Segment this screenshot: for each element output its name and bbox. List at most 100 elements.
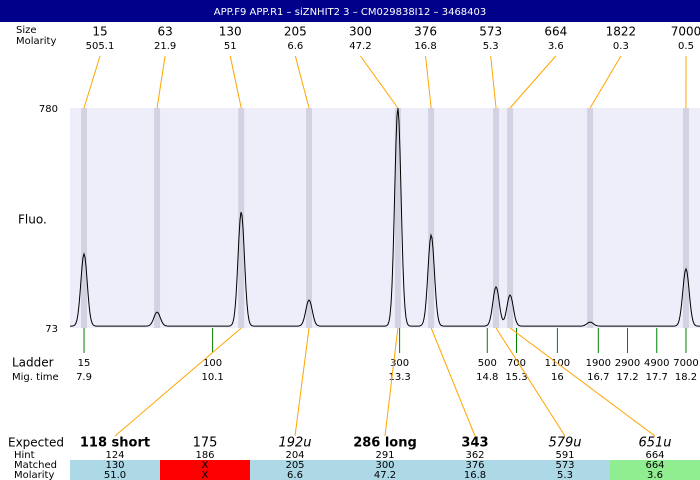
peak-connector <box>360 55 399 109</box>
hint: 204 <box>285 450 304 461</box>
expected: 175 <box>193 436 218 451</box>
ladder-time: 13.3 <box>388 372 410 383</box>
peak-molarity: 6.6 <box>287 41 303 52</box>
ladder-size: 700 <box>507 358 526 369</box>
peak-molarity: 47.2 <box>349 41 371 52</box>
y-tick-label: 780 <box>39 104 58 115</box>
matched-label: Matched <box>14 460 57 471</box>
ladder-time: 17.2 <box>616 372 638 383</box>
fluo-label: Fluo. <box>18 213 47 227</box>
match-connector <box>430 327 476 437</box>
peak-molarity: 0.5 <box>678 41 694 52</box>
peak-size: 63 <box>157 25 172 39</box>
time-label: Mig. time <box>12 372 59 383</box>
hint: 362 <box>465 450 484 461</box>
peak-connector <box>589 55 622 109</box>
peak-molarity: 16.8 <box>414 41 436 52</box>
match-connector <box>294 327 310 437</box>
peak-connector <box>83 55 101 109</box>
peak-band <box>587 108 594 328</box>
peak-molarity: 21.9 <box>154 41 176 52</box>
peak-band <box>306 108 313 328</box>
matched-cell <box>250 460 341 480</box>
molarity: 3.6 <box>647 470 663 480</box>
peak-size: 130 <box>219 25 242 39</box>
molarity: 16.8 <box>464 470 486 480</box>
peak-connector <box>509 55 557 109</box>
ladder-size: 2900 <box>615 358 640 369</box>
ladder-label: Ladder <box>12 356 54 370</box>
peak-size: 205 <box>284 25 307 39</box>
expected: 343 <box>461 436 488 451</box>
ladder-time: 16 <box>551 372 564 383</box>
peak-molarity: 505.1 <box>86 41 115 52</box>
trace <box>70 108 700 327</box>
molarity: 6.6 <box>287 470 303 480</box>
peak-connector <box>229 55 242 109</box>
ladder-size: 15 <box>78 358 91 369</box>
peak-molarity: 0.3 <box>613 41 629 52</box>
matched-cell <box>70 460 161 480</box>
match-connector <box>114 327 242 437</box>
matched: 376 <box>465 460 484 471</box>
peak-band <box>238 108 245 328</box>
peak-molarity: 51 <box>224 41 237 52</box>
expected: 286 long <box>353 436 417 451</box>
peak-connector <box>294 55 310 109</box>
match-connector <box>495 327 566 437</box>
hint: 591 <box>555 450 574 461</box>
peak-band <box>428 108 435 328</box>
peak-molarity: 5.3 <box>483 41 499 52</box>
match-connector <box>384 327 399 437</box>
header-bar <box>0 0 700 22</box>
peak-size: 573 <box>479 25 502 39</box>
peak-band <box>81 108 88 328</box>
matched: 130 <box>105 460 124 471</box>
hint: 291 <box>375 450 394 461</box>
matched: 300 <box>375 460 394 471</box>
peak-connector <box>490 55 497 109</box>
peak-molarity: 3.6 <box>548 41 564 52</box>
expected: 579u <box>548 436 581 451</box>
expected: 118 short <box>80 436 150 451</box>
ladder-size: 100 <box>203 358 222 369</box>
ladder-size: 4900 <box>644 358 669 369</box>
matched-cell <box>520 460 611 480</box>
peak-connector <box>156 55 166 109</box>
matched-cell <box>160 460 251 480</box>
hint: 186 <box>195 450 214 461</box>
ladder-time: 16.7 <box>587 372 609 383</box>
peak-size: 7000 <box>671 25 700 39</box>
matched-cell <box>430 460 521 480</box>
matched: 205 <box>285 460 304 471</box>
expected: 651u <box>638 436 671 451</box>
matched-cell <box>610 460 700 480</box>
peak-size: 1822 <box>606 25 637 39</box>
expected: 192u <box>278 436 311 451</box>
ladder-time: 14.8 <box>476 372 498 383</box>
matched: X <box>202 460 209 471</box>
peak-band <box>394 108 401 328</box>
hint: 124 <box>105 450 124 461</box>
peak-band <box>154 108 161 328</box>
ladder-time: 17.7 <box>646 372 668 383</box>
ladder-size: 1900 <box>586 358 611 369</box>
hint-label: Hint <box>14 450 35 461</box>
expected-label: Expected <box>8 436 64 450</box>
ladder-time: 10.1 <box>201 372 223 383</box>
molarity: 47.2 <box>374 470 396 480</box>
peak-band <box>682 108 689 328</box>
peak-size: 300 <box>349 25 372 39</box>
match-connector <box>509 327 656 437</box>
hint: 664 <box>645 450 664 461</box>
plot-area <box>70 108 700 328</box>
peak-band <box>493 108 500 328</box>
ladder-size: 300 <box>390 358 409 369</box>
matched: 664 <box>645 460 664 471</box>
peak-size: 15 <box>92 25 107 39</box>
peak-band <box>507 108 514 328</box>
peak-connector <box>425 55 432 109</box>
molarity-row-label: Molarity <box>14 470 54 480</box>
y-tick-label: 73 <box>45 324 58 335</box>
